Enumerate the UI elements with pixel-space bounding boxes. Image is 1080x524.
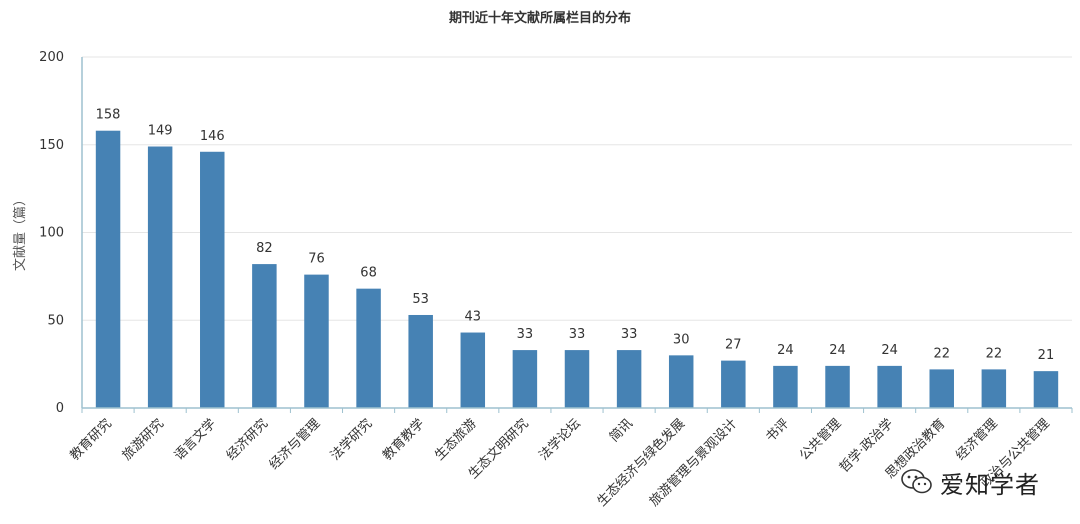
x-tick-label: 教育研究 bbox=[67, 416, 115, 464]
x-tick-label: 生态旅游 bbox=[432, 416, 479, 463]
data-label: 21 bbox=[1038, 348, 1055, 363]
data-label: 33 bbox=[517, 327, 534, 342]
data-label: 53 bbox=[412, 292, 429, 307]
bar bbox=[981, 369, 1007, 408]
bar bbox=[825, 365, 850, 408]
bar bbox=[564, 350, 590, 408]
bar bbox=[721, 360, 746, 408]
bar bbox=[147, 146, 173, 408]
data-label: 30 bbox=[673, 332, 690, 347]
data-label: 158 bbox=[96, 108, 121, 123]
data-label: 24 bbox=[881, 343, 898, 358]
bar bbox=[356, 288, 381, 408]
x-tick-label: 公共管理 bbox=[797, 416, 844, 463]
data-label: 76 bbox=[308, 252, 325, 267]
bar bbox=[95, 130, 121, 408]
bar bbox=[408, 314, 433, 408]
x-tick-label: 教育教学 bbox=[379, 416, 427, 464]
watermark-text: 爱知学者 bbox=[940, 470, 1040, 499]
x-tick-label: 生态经济与绿色发展 bbox=[594, 416, 688, 510]
bar bbox=[304, 274, 329, 408]
data-label: 149 bbox=[148, 124, 173, 139]
wechat-icon bbox=[901, 469, 932, 494]
data-label: 43 bbox=[465, 310, 482, 325]
y-ticks: 0 50 100 150 200 bbox=[39, 50, 64, 416]
x-tick-label: 语言文学 bbox=[171, 416, 219, 464]
watermark: 爱知学者 bbox=[900, 462, 1070, 502]
y-tick-label: 200 bbox=[39, 50, 64, 65]
data-label: 24 bbox=[829, 343, 846, 358]
data-label: 27 bbox=[725, 338, 742, 353]
y-tick-label: 150 bbox=[39, 138, 64, 153]
data-labels: 158 149 146 82 76 68 53 43 33 33 33 30 27 24 24 24 22 22 2… bbox=[96, 108, 1055, 363]
x-tick-label: 简讯 bbox=[606, 416, 636, 446]
data-label: 22 bbox=[933, 346, 950, 361]
y-axis-label: 文献量（篇） bbox=[13, 193, 28, 271]
bar bbox=[929, 369, 954, 408]
y-tick-label: 50 bbox=[47, 313, 64, 328]
bar bbox=[616, 350, 642, 408]
data-label: 22 bbox=[986, 346, 1003, 361]
grid-lines bbox=[82, 56, 1072, 321]
bar bbox=[1033, 371, 1059, 408]
x-tick-label: 旅游管理与景观设计 bbox=[647, 416, 740, 509]
axes bbox=[81, 57, 1073, 413]
x-tick-label: 经济研究 bbox=[224, 416, 271, 463]
data-label: 68 bbox=[360, 266, 377, 281]
bar bbox=[668, 355, 694, 408]
bar bbox=[773, 365, 798, 408]
x-tick-label: 法学研究 bbox=[327, 416, 375, 464]
x-tick-label: 旅游研究 bbox=[120, 416, 167, 463]
data-label: 82 bbox=[256, 241, 273, 256]
x-tick-label: 经济管理 bbox=[953, 416, 1000, 463]
y-tick-label: 0 bbox=[56, 401, 64, 416]
data-label: 24 bbox=[777, 343, 794, 358]
chart-title: 期刊近十年文献所属栏目的分布 bbox=[449, 10, 631, 26]
x-tick-label: 书评 bbox=[763, 416, 792, 445]
data-label: 33 bbox=[621, 327, 638, 342]
y-tick-label: 100 bbox=[39, 226, 64, 241]
bar bbox=[512, 350, 538, 408]
bar bbox=[252, 264, 277, 408]
x-tick-label: 法学论坛 bbox=[536, 416, 584, 464]
bar bbox=[877, 365, 902, 408]
bar bbox=[200, 151, 225, 408]
x-tick-label: 经济与管理 bbox=[267, 416, 324, 473]
bars bbox=[95, 130, 1059, 408]
bar bbox=[460, 332, 486, 408]
data-label: 146 bbox=[200, 129, 225, 144]
data-label: 33 bbox=[569, 327, 586, 342]
